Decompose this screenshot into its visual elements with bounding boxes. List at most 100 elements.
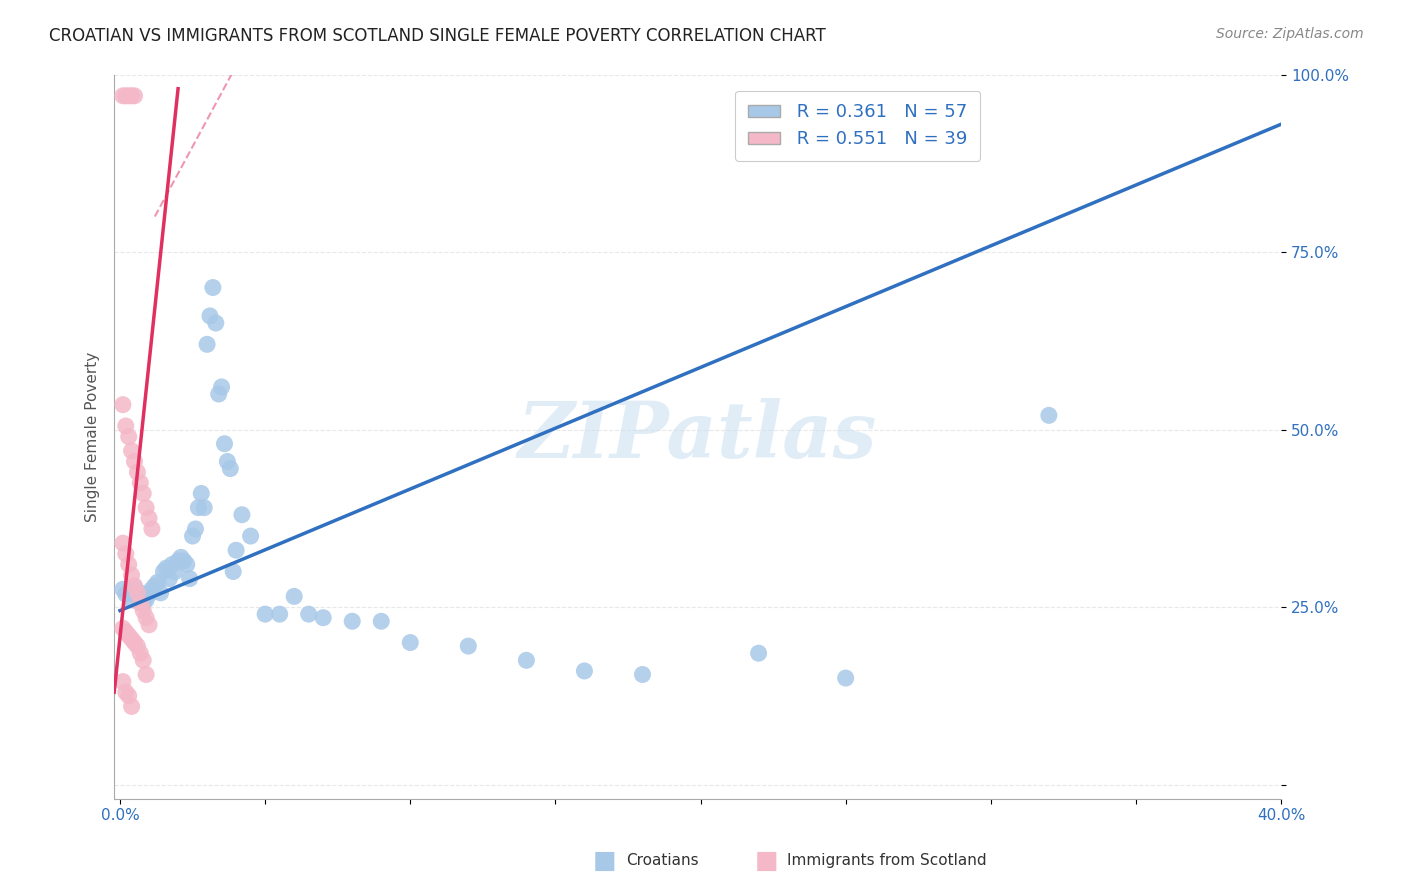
Y-axis label: Single Female Poverty: Single Female Poverty	[86, 351, 100, 522]
Point	[155, 561, 177, 575]
Point	[141, 582, 163, 597]
Point	[111, 536, 134, 550]
Point	[124, 635, 146, 649]
Point	[201, 280, 224, 294]
Point	[152, 565, 174, 579]
Point	[114, 624, 136, 639]
Point	[111, 674, 134, 689]
Point	[231, 508, 253, 522]
Point	[165, 565, 187, 579]
Point	[114, 547, 136, 561]
Point	[111, 88, 134, 103]
Point	[298, 607, 321, 622]
Point	[515, 653, 537, 667]
Point	[269, 607, 291, 622]
Point	[219, 461, 242, 475]
Point	[283, 590, 305, 604]
Point	[135, 667, 157, 681]
Point	[132, 604, 155, 618]
Point	[149, 586, 172, 600]
Text: Immigrants from Scotland: Immigrants from Scotland	[787, 854, 987, 868]
Point	[138, 511, 160, 525]
Point	[631, 667, 654, 681]
Point	[157, 572, 180, 586]
Point	[114, 88, 136, 103]
Point	[342, 614, 364, 628]
Point	[143, 579, 166, 593]
Point	[208, 387, 231, 401]
Text: ■: ■	[593, 849, 616, 872]
Point	[312, 610, 335, 624]
Point	[135, 500, 157, 515]
Point	[222, 565, 245, 579]
Point	[118, 689, 141, 703]
Text: ■: ■	[755, 849, 778, 872]
Point	[124, 454, 146, 468]
Point	[457, 639, 479, 653]
Text: Source: ZipAtlas.com: Source: ZipAtlas.com	[1216, 27, 1364, 41]
Point	[225, 543, 247, 558]
Point	[170, 550, 193, 565]
Point	[118, 628, 141, 642]
Point	[135, 593, 157, 607]
Point	[129, 586, 152, 600]
Point	[121, 593, 143, 607]
Legend:  R = 0.361   N = 57,  R = 0.551   N = 39: R = 0.361 N = 57, R = 0.551 N = 39	[735, 91, 980, 161]
Point	[118, 558, 141, 572]
Point	[127, 586, 149, 600]
Point	[132, 653, 155, 667]
Point	[176, 558, 198, 572]
Point	[190, 486, 212, 500]
Point	[214, 436, 236, 450]
Point	[114, 419, 136, 434]
Point	[111, 398, 134, 412]
Point	[135, 610, 157, 624]
Point	[370, 614, 392, 628]
Point	[184, 522, 207, 536]
Point	[132, 486, 155, 500]
Point	[167, 554, 190, 568]
Point	[187, 500, 209, 515]
Point	[124, 88, 146, 103]
Point	[138, 617, 160, 632]
Point	[141, 522, 163, 536]
Text: Croatians: Croatians	[626, 854, 699, 868]
Point	[239, 529, 262, 543]
Point	[138, 587, 160, 601]
Point	[1038, 409, 1060, 423]
Point	[121, 568, 143, 582]
Point	[173, 554, 195, 568]
Point	[162, 558, 184, 572]
Point	[118, 584, 141, 599]
Point	[399, 635, 422, 649]
Point	[195, 337, 218, 351]
Point	[121, 443, 143, 458]
Point	[127, 639, 149, 653]
Point	[129, 597, 152, 611]
Point	[114, 587, 136, 601]
Point	[118, 88, 141, 103]
Point	[254, 607, 277, 622]
Point	[118, 430, 141, 444]
Point	[121, 632, 143, 646]
Point	[146, 575, 169, 590]
Point	[132, 597, 155, 611]
Point	[834, 671, 856, 685]
Point	[198, 309, 221, 323]
Point	[124, 580, 146, 594]
Point	[193, 500, 215, 515]
Point	[121, 88, 143, 103]
Point	[129, 646, 152, 660]
Point	[748, 646, 770, 660]
Point	[127, 465, 149, 479]
Text: ZIPatlas: ZIPatlas	[517, 399, 877, 475]
Point	[114, 685, 136, 699]
Point	[121, 699, 143, 714]
Point	[211, 380, 233, 394]
Point	[217, 454, 239, 468]
Text: CROATIAN VS IMMIGRANTS FROM SCOTLAND SINGLE FEMALE POVERTY CORRELATION CHART: CROATIAN VS IMMIGRANTS FROM SCOTLAND SIN…	[49, 27, 825, 45]
Point	[111, 621, 134, 635]
Point	[179, 572, 201, 586]
Point	[129, 475, 152, 490]
Point	[181, 529, 204, 543]
